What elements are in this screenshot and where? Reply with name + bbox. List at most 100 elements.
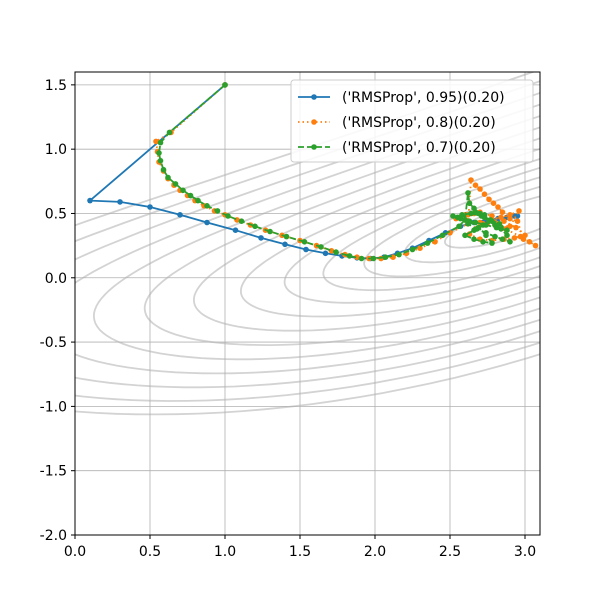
data-point (157, 157, 164, 164)
contour-line (192, 137, 540, 332)
data-point (450, 213, 456, 219)
data-point (498, 214, 504, 221)
data-point (165, 174, 171, 181)
data-point (507, 239, 513, 245)
data-point (465, 190, 471, 196)
data-point (466, 200, 473, 206)
y-tick-label: 0.0 (45, 271, 67, 287)
data-point (471, 227, 477, 233)
data-point (303, 246, 309, 253)
data-point (526, 239, 533, 245)
x-tick-label: 0.0 (64, 544, 86, 560)
data-point (499, 236, 506, 242)
data-point (409, 246, 416, 253)
x-tick-label: 1.0 (214, 544, 236, 560)
data-point (358, 255, 365, 262)
data-point (370, 255, 377, 262)
y-tick-label: 1.0 (45, 142, 67, 158)
data-point (232, 227, 239, 233)
data-point (222, 82, 228, 88)
data-point (459, 212, 465, 218)
data-point (466, 218, 473, 224)
y-tick-label: -1.0 (40, 399, 67, 415)
data-point (283, 233, 290, 240)
contour-line (322, 166, 540, 292)
data-point (493, 224, 500, 231)
data-point (514, 218, 521, 224)
data-point (180, 187, 186, 194)
data-point (282, 241, 288, 248)
legend-label: ('RMSProp', 0.8)(0.20) (342, 115, 496, 131)
data-point (504, 227, 510, 233)
contour-line (283, 157, 540, 304)
legend-box (290, 79, 534, 163)
y-tick-label: -1.5 (40, 464, 67, 480)
data-point (187, 192, 194, 199)
data-point (424, 240, 431, 246)
data-point (496, 221, 503, 227)
data-point (301, 239, 308, 245)
data-point (157, 139, 164, 146)
series-group (87, 82, 539, 262)
plot-frame (74, 71, 541, 536)
data-point (480, 222, 486, 228)
y-tick-label: 1.5 (45, 78, 67, 94)
data-point (511, 235, 518, 241)
data-point (117, 199, 123, 205)
data-point (516, 208, 522, 214)
data-point (322, 250, 329, 257)
data-point (471, 236, 477, 242)
data-point (382, 254, 389, 260)
y-tick-label: -0.5 (40, 335, 67, 351)
data-point (490, 200, 497, 206)
data-point (468, 210, 474, 217)
data-point (333, 249, 339, 255)
data-point (172, 181, 179, 187)
x-tick-label: 2.0 (364, 544, 386, 560)
data-point (252, 223, 258, 230)
data-point (489, 218, 495, 224)
data-point (499, 209, 506, 215)
data-point (462, 217, 468, 223)
data-point (532, 242, 539, 249)
contour-line (143, 126, 540, 347)
data-point (468, 177, 474, 183)
data-point (472, 209, 479, 215)
data-point (417, 245, 423, 251)
data-point (472, 219, 479, 226)
legend-marker (311, 94, 317, 100)
data-point (238, 218, 245, 224)
data-point (439, 232, 446, 239)
data-point (507, 223, 513, 230)
data-point (475, 224, 482, 231)
data-point (225, 213, 231, 219)
x-tick-label: 1.5 (289, 544, 311, 560)
data-point (214, 208, 221, 214)
data-point (486, 196, 492, 203)
data-point (166, 129, 173, 136)
data-point (489, 240, 495, 246)
data-point (195, 197, 201, 204)
y-tick-label: -2.0 (40, 528, 67, 544)
data-point (318, 244, 324, 250)
legend-label: ('RMSProp', 0.95)(0.20) (342, 90, 505, 106)
data-point (513, 224, 519, 231)
data-point (492, 233, 498, 240)
data-point (258, 235, 264, 241)
series-3 (156, 82, 513, 262)
data-point (346, 253, 353, 259)
data-point (480, 239, 486, 245)
data-point (472, 182, 479, 188)
data-point (160, 166, 167, 173)
data-point (147, 204, 153, 210)
data-point (522, 232, 528, 239)
data-point (481, 191, 488, 197)
data-point (501, 218, 507, 224)
data-point (204, 203, 210, 209)
contour-line (239, 148, 540, 318)
contour-line (363, 176, 540, 278)
data-point (507, 212, 513, 218)
data-point (477, 186, 483, 192)
data-point (153, 138, 159, 145)
